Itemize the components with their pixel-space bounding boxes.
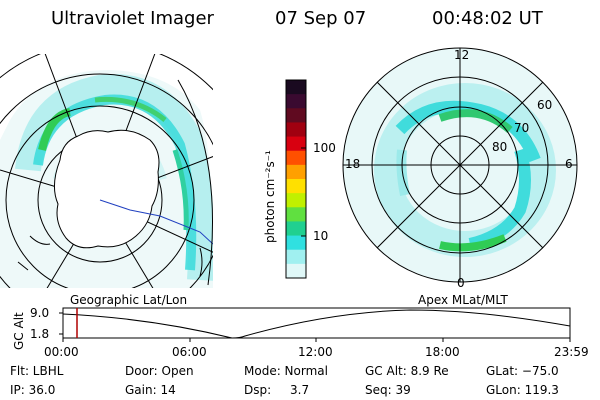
colorbar-segment (286, 94, 306, 109)
colorbar (285, 79, 307, 279)
colorbar-segment (286, 150, 306, 166)
info-mode: Mode: Normal (244, 364, 328, 378)
mlt-label-0: 0 (457, 276, 465, 290)
track-line (99, 199, 213, 245)
right-panel-caption: Apex MLat/MLT (418, 293, 508, 307)
colorbar-segment (286, 164, 306, 180)
info-glon: GLon: 119.3 (486, 383, 559, 397)
colorbar-segment (286, 235, 306, 251)
left-panel-caption: Geographic Lat/Lon (70, 293, 188, 307)
geographic-panel (0, 54, 213, 288)
info-seq: Seq: 39 (365, 383, 411, 397)
continent-outline (54, 129, 160, 249)
aurora-band-outer (15, 74, 213, 281)
time-label: 00:48:02 UT (432, 8, 543, 29)
mlt-label-6: 6 (565, 157, 573, 171)
app-title: Ultraviolet Imager (51, 8, 214, 29)
colorbar-segment (286, 249, 306, 265)
info-glat: GLat: −75.0 (486, 364, 559, 378)
colorbar-segment (286, 179, 306, 194)
mlat-label-60: 60 (537, 98, 553, 112)
colorbar-segment (286, 193, 306, 208)
mlat-label-80: 80 (492, 140, 508, 154)
altitude-xtick-1800: 18:00 (425, 345, 460, 359)
mlat-label-70: 70 (514, 121, 530, 135)
info-gain: Gain: 14 (125, 383, 176, 397)
colorbar-segment (286, 108, 306, 123)
mlt-label-18: 18 (345, 157, 361, 171)
lat-circle (0, 73, 213, 288)
altitude-xtick-1200: 12:00 (298, 345, 333, 359)
altitude-ytick-9: 9.0 (30, 306, 50, 320)
aurora-oval-nightside (439, 234, 507, 252)
info-filter: Flt: LBHL (10, 364, 64, 378)
date-label: 07 Sep 07 (275, 8, 367, 29)
aurora-oval-dayside (395, 100, 541, 163)
colorbar-segment (286, 80, 306, 95)
info-dsp-value: 3.7 (290, 383, 310, 397)
colorbar-segment (286, 122, 306, 138)
info-ip: IP: 36.0 (10, 383, 56, 397)
lat-circle (5, 105, 195, 288)
colorbar-frame (285, 79, 307, 279)
altitude-plot-frame (62, 307, 571, 339)
colorbar-segment (286, 207, 306, 222)
altitude-xtick-2359: 23:59 (554, 345, 589, 359)
aurora-band-bright (38, 108, 71, 151)
info-dsp-label: Dsp: (244, 383, 272, 397)
info-gc-alt: GC Alt: 8.9 Re (365, 364, 449, 378)
mlt-label-12: 12 (454, 48, 470, 62)
altitude-curve (62, 309, 571, 339)
info-door: Door: Open (125, 364, 194, 378)
altitude-xtick-0000: 00:00 (44, 345, 79, 359)
altitude-xtick-0600: 06:00 (172, 345, 207, 359)
colorbar-segment (286, 221, 306, 237)
colorbar-tick-10: 10 (313, 229, 329, 243)
altitude-ylabel: GC Alt (12, 312, 26, 350)
colorbar-segment (286, 263, 306, 279)
colorbar-tick-100: 100 (313, 141, 336, 155)
altitude-ytick-1_8: 1.8 (30, 327, 50, 341)
magnetic-panel (342, 47, 578, 283)
